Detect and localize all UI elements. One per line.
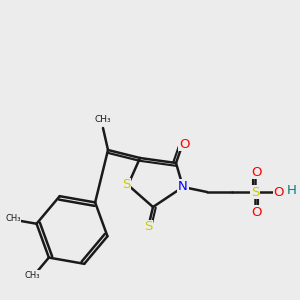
Text: N: N: [178, 179, 188, 193]
Text: S: S: [144, 220, 152, 233]
Text: O: O: [274, 185, 284, 199]
Text: O: O: [251, 166, 261, 178]
Text: O: O: [179, 137, 189, 151]
Text: S: S: [122, 178, 130, 191]
Text: CH₃: CH₃: [5, 214, 21, 224]
Text: H: H: [287, 184, 297, 197]
Text: CH₃: CH₃: [95, 115, 111, 124]
Text: S: S: [251, 185, 259, 199]
Text: O: O: [251, 206, 261, 218]
Text: CH₃: CH₃: [25, 271, 40, 280]
